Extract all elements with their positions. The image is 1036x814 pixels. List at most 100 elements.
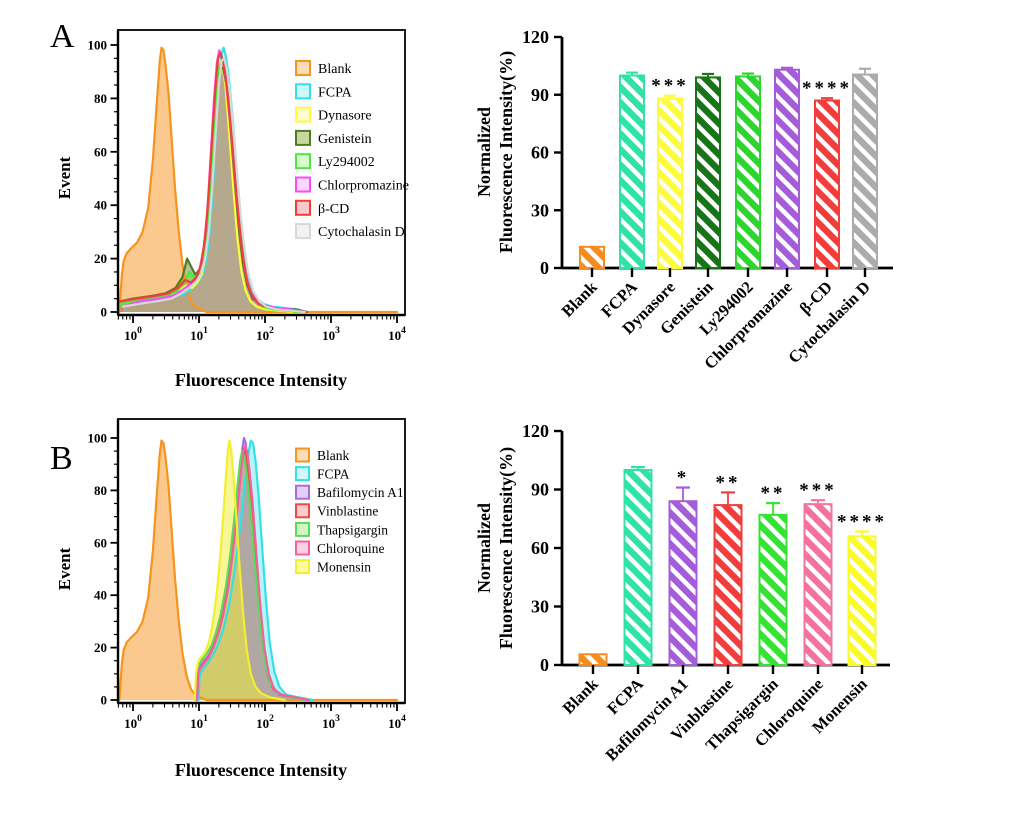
y-tick-label: 120 [522,27,549,47]
series-area-4 [121,61,301,312]
legend-label-0: Blank [318,62,351,77]
legend-swatch-1 [295,83,311,100]
y-tick-label: 90 [531,85,549,105]
series-curve-0 [118,439,399,702]
y-tick-label: 20 [94,640,107,655]
legend-label-3: Vinblastine [317,504,378,519]
legend-swatch-6 [295,199,311,216]
bar-0 [578,653,608,666]
y-tick-label: 100 [88,38,108,53]
x-axis-title: Fluorescence Intensity [175,760,347,780]
panel-b-label: B [50,440,73,477]
y-axis-title: Event [55,156,74,199]
bar-3 [713,504,743,666]
bar-3 [695,76,721,269]
legend-swatch-7 [295,223,311,240]
bar-6 [847,535,877,666]
category-label-0: Blank [558,277,602,321]
legend-label-1: FCPA [317,466,350,481]
y-tick-label: 40 [94,588,107,603]
legend-label-6: Monensin [317,559,371,574]
legend-swatch-4 [295,521,310,537]
y-tick-label: 30 [531,597,549,617]
legend-label-5: Chloroquine [317,541,385,556]
x-tick-label: 103 [322,714,340,731]
sig-label-4: ** [761,483,786,504]
bar-2 [668,500,698,666]
x-tick-label: 104 [388,326,406,343]
y-axis-title: Event [55,547,74,590]
legend-label-1: FCPA [318,85,353,100]
legend-swatch-2 [295,106,311,123]
x-tick-label: 101 [190,714,208,731]
sig-label-6: **** [802,78,852,99]
y-tick-label: 0 [540,258,549,278]
y-tick-label: 30 [531,200,549,220]
legend-swatch-4 [295,153,311,170]
y-axis-title-line-0: Normalized [474,107,494,197]
bar-0 [579,245,605,269]
y-tick-label: 120 [522,421,549,441]
legend-swatch-0 [295,60,311,76]
sig-label-2: * [677,468,690,489]
legend-swatch-1 [295,466,310,482]
y-tick-label: 80 [94,483,107,498]
y-tick-label: 60 [94,535,107,550]
y-tick-label: 100 [88,431,108,446]
bar-4 [758,513,788,666]
bar-5 [774,68,800,269]
y-tick-label: 60 [94,144,107,159]
x-tick-label: 103 [322,326,340,343]
y-tick-label: 0 [101,305,108,320]
legend-label-3: Genistein [318,132,372,147]
panel-a-label: A [50,18,75,55]
y-tick-label: 0 [540,655,549,675]
x-tick-label: 101 [190,326,208,343]
y-tick-label: 20 [94,251,107,266]
legend-swatch-6 [295,559,310,575]
series-curve-5 [195,444,310,702]
panel-b-bar-chart: 0 30 60 90 120 Normalized Fluorescence Intensi… [474,421,890,765]
sig-label-6: **** [837,511,887,532]
legend-label-4: Thapsigargin [317,522,388,537]
panel-a-bar-chart: 0 30 60 90 120 Normalized Fluorescence Intensi… [474,27,893,373]
legend-swatch-3 [295,129,311,146]
y-tick-label: 60 [531,143,549,163]
legend-swatch-5 [295,540,310,556]
y-tick-label: 60 [531,538,549,558]
bar-1 [619,74,645,269]
bar-5 [803,503,833,666]
legend-label-0: Blank [317,448,349,463]
series-curve-0 [118,46,399,314]
x-tick-label: 102 [256,326,274,343]
legend-swatch-5 [295,176,311,193]
legend-label-2: Bafilomycin A1 [317,485,404,500]
bar-7 [852,73,878,269]
x-axis-title: Fluorescence Intensity [175,370,347,390]
y-axis-title-line-1: Fluorescence Intensity(%) [496,447,517,649]
x-tick-label: 104 [388,714,406,731]
series-curve-6 [119,51,308,314]
y-tick-label: 0 [101,693,108,708]
bar-4 [735,75,761,270]
sig-label-5: *** [799,480,837,501]
bar-1 [623,469,653,666]
y-tick-label: 40 [94,198,107,213]
legend-swatch-0 [295,447,310,463]
panel-b-histogram: 0 20 40 60 80 100 100 101 102 103 104 Fluorescence … [55,418,406,780]
series-curve-6 [193,439,286,702]
legend-label-7: Cytochalasin D [318,225,405,240]
legend-label-4: Ly294002 [318,155,375,170]
legend-label-2: Dynasore [318,109,372,124]
y-axis-title-line-0: Normalized [474,503,494,593]
series-curve-4 [194,450,306,702]
legend-label-5: Chlorpromazine [318,179,409,194]
series-area-0 [119,440,397,700]
bar-2 [657,97,683,269]
x-tick-label: 100 [124,714,142,731]
y-tick-label: 90 [531,480,549,500]
bar-6 [814,99,840,270]
legend-label-6: β-CD [318,202,349,217]
y-tick-label: 80 [94,91,107,106]
